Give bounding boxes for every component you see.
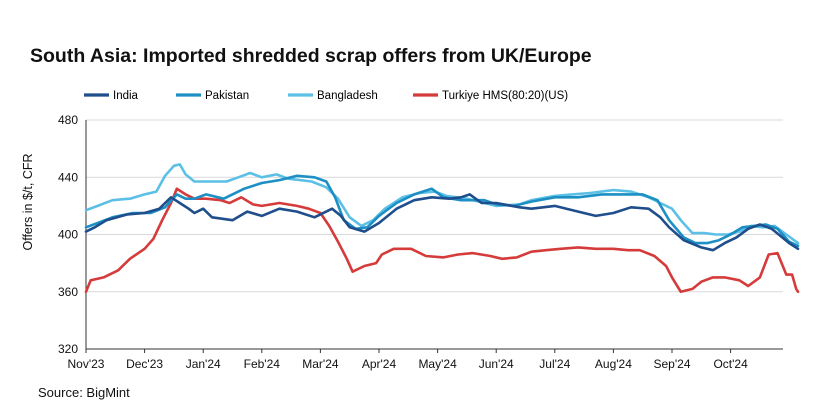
- x-tick-label: Aug'24: [595, 357, 632, 371]
- x-tick-label: Oct'24: [713, 357, 748, 371]
- x-tick-label: Sep'24: [654, 357, 691, 371]
- y-tick-label: 400: [58, 228, 78, 242]
- series-line-india: [84, 193, 800, 252]
- x-tick-label: Apr'24: [362, 357, 397, 371]
- legend-label: Pakistan: [205, 90, 249, 102]
- x-tick-label: Feb'24: [244, 357, 281, 371]
- x-tick-label: Nov'23: [68, 357, 105, 371]
- x-tick-label: May'24: [418, 357, 457, 371]
- y-tick-label: 480: [58, 113, 78, 127]
- x-tick-label: Jul'24: [539, 357, 570, 371]
- legend-label: India: [113, 90, 139, 102]
- series-line-pakistan: [84, 174, 800, 248]
- legend-label: Bangladesh: [317, 90, 378, 102]
- chart-title: South Asia: Imported shredded scrap offe…: [30, 45, 592, 67]
- series-line-bangladesh: [84, 163, 800, 245]
- x-tick-label: Mar'24: [302, 357, 339, 371]
- y-tick-label: 320: [58, 342, 78, 356]
- source-note: Source: BigMint: [38, 385, 130, 400]
- x-tick-label: Dec'23: [126, 357, 163, 371]
- y-tick-label: 360: [58, 285, 78, 299]
- y-tick-label: 440: [58, 170, 78, 184]
- x-tick-label: Jan'24: [186, 357, 221, 371]
- series-line-turkiye-hms-80-20-us: [84, 187, 800, 294]
- x-tick-label: Jun'24: [479, 357, 514, 371]
- legend-label: Turkiye HMS(80:20)(US): [442, 90, 568, 102]
